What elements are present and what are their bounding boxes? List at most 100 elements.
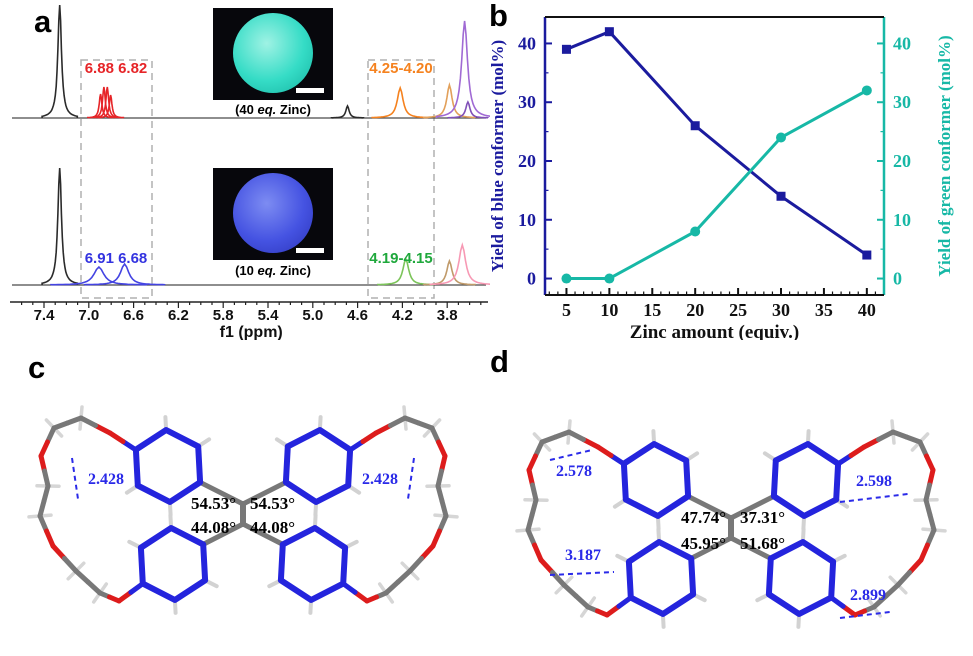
hbond-dash — [839, 493, 909, 503]
inset-caption-40eq: (40 eq. Zinc) — [203, 102, 343, 117]
left-tick-label: 20 — [518, 151, 536, 171]
bond — [927, 467, 936, 488]
shift-annotation: 6.91 6.68 — [85, 250, 148, 267]
phenyl-ring — [770, 441, 842, 519]
x-tick-label: 15 — [643, 300, 661, 320]
bond — [566, 429, 586, 442]
bond — [38, 439, 50, 459]
bond — [883, 582, 901, 599]
bond — [78, 415, 98, 428]
hbond-dash — [407, 457, 415, 500]
phenyl-ring — [625, 539, 697, 617]
x-axis-title: Zinc amount (equiv.) — [630, 322, 799, 340]
nmr-peak — [423, 81, 476, 119]
bond — [895, 570, 912, 588]
circle-marker — [776, 132, 787, 143]
nmr-peak — [447, 100, 489, 119]
bond — [395, 568, 413, 585]
bond — [848, 444, 867, 458]
phenyl-ring — [282, 427, 354, 505]
bond — [50, 543, 67, 561]
x-tick-label: 5.8 — [213, 307, 234, 324]
nmr-spectra-plot: 7.4 7.0 6.6 6.2 5.8 5.4 5.0 4.6 4.2 3.8 f1 (ppm) 6.… — [10, 4, 490, 340]
bond — [439, 498, 449, 519]
right-tick-label: 40 — [893, 33, 911, 53]
bond — [73, 568, 91, 585]
square-marker — [561, 44, 571, 54]
molecule: 2.578 2.598 3.187 2.899 47.74° 37.31° 45.95° 51… — [515, 419, 947, 629]
phenyl-ring — [620, 441, 692, 519]
bond — [526, 467, 535, 488]
bond — [430, 528, 442, 549]
bond — [360, 430, 379, 444]
bond — [37, 513, 49, 534]
square-marker — [862, 250, 872, 260]
bond — [529, 497, 539, 518]
bond — [861, 437, 881, 450]
bond — [927, 512, 937, 533]
bond — [595, 444, 614, 458]
angle-label: 51.68° — [740, 534, 785, 553]
right-tick-label: 10 — [893, 210, 911, 230]
bond — [728, 493, 777, 521]
panel-a-label: a — [34, 4, 52, 39]
bond — [383, 579, 401, 596]
caption-text: Zinc) — [276, 263, 311, 278]
bond — [561, 582, 579, 599]
x-tick-label: 25 — [729, 300, 747, 320]
sample-disc-cyan — [233, 13, 313, 93]
bond — [685, 493, 734, 521]
bond — [240, 521, 286, 547]
bond — [923, 497, 933, 518]
right-tick-label: 30 — [893, 92, 911, 112]
nmr-peak — [97, 94, 125, 119]
left-axis-title: Yield of blue conformer (mol%) — [488, 40, 507, 272]
phenyl-ring — [765, 539, 837, 617]
bond — [38, 453, 47, 474]
x-axis-title: f1 (ppm) — [220, 324, 283, 340]
bond — [907, 557, 924, 575]
bond — [435, 483, 445, 504]
bond — [197, 479, 246, 507]
dashed-region-box — [80, 59, 153, 299]
panel-c-molecule: c 2.428 2.428 54.53° 54.53° 44.08° 44.08° — [0, 340, 486, 656]
right-axis-title: Yield of green conformer (mol%) — [935, 35, 954, 276]
right-tick-label: 0 — [893, 269, 902, 289]
x-tick-label: 6.6 — [123, 307, 144, 324]
bond — [573, 593, 591, 610]
distance-label: 2.598 — [856, 473, 892, 490]
bond — [525, 527, 537, 548]
x-tick-label: 7.0 — [78, 307, 99, 324]
caption-text: (10 — [235, 263, 258, 278]
bond — [45, 425, 57, 445]
panel-b-chart: b 5 10 15 20 25 30 35 40 0 0 10 10 20 20 30 30 40 40 Zinc … — [486, 0, 973, 340]
distance-label: 2.578 — [556, 463, 592, 480]
caption-italic: eq. — [257, 263, 277, 278]
phenyl-ring — [132, 427, 204, 505]
bond — [437, 513, 449, 534]
panel-b-label: b — [489, 0, 508, 33]
bond — [728, 535, 774, 561]
angle-label: 54.53° — [250, 494, 295, 513]
distance-label: 2.428 — [88, 471, 124, 488]
scale-bar — [296, 248, 324, 253]
nmr-peak — [371, 85, 429, 119]
square-marker — [690, 121, 700, 131]
nmr-peak — [429, 242, 490, 286]
left-tick-label: 30 — [518, 92, 536, 112]
bond — [435, 468, 444, 489]
caption-text: Zinc) — [276, 102, 311, 117]
series-line — [566, 89, 868, 280]
square-marker — [604, 27, 614, 37]
bond — [525, 512, 535, 533]
angle-label: 47.74° — [681, 508, 726, 527]
hbond-dash — [549, 449, 593, 461]
conformer-yield-chart: 5 10 15 20 25 30 35 40 0 0 10 10 20 20 30 30 40 40 Zinc am… — [488, 16, 954, 340]
molecule: 2.428 2.428 54.53° 54.53° 44.08° 44.08° — [27, 405, 459, 615]
molecule-structure-c: 2.428 2.428 54.53° 54.53° 44.08° 44.08° — [27, 405, 459, 615]
phenyl-ring — [277, 525, 349, 603]
x-tick-label: 4.6 — [347, 307, 368, 324]
nmr-peak — [41, 4, 79, 118]
bond — [407, 556, 424, 574]
hbond-dash — [71, 457, 79, 500]
